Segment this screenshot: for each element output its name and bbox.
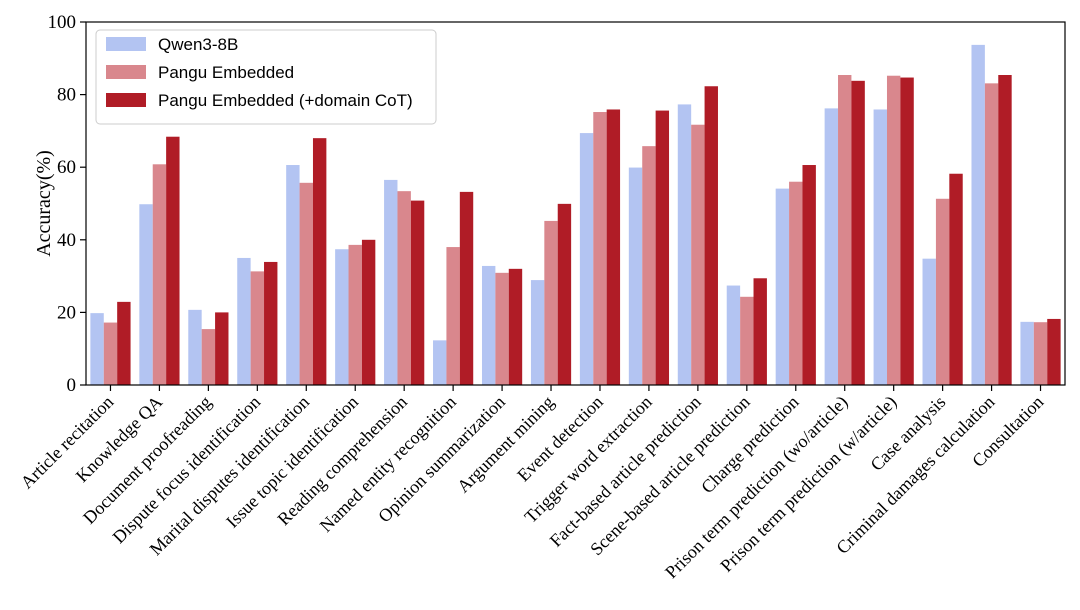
bar-1-10 [530,280,545,385]
bar-1-1 [90,313,104,385]
legend-label: Qwen3-8B [158,35,238,54]
y-tick-label: 60 [57,157,76,178]
bar-1-12 [628,167,643,385]
bars-group [90,44,1061,386]
y-axis: 0 20 40 60 80 100 [48,12,86,396]
bar-2-18 [935,198,950,385]
bar-1-4 [237,257,251,385]
bar-1-5 [286,165,300,385]
x-tick-label: Event detection [513,392,607,486]
bar-3-2 [166,136,180,385]
bar-3-20 [1047,318,1061,385]
bar-1-19 [971,44,985,386]
bar-2-3 [201,329,216,385]
bar-2-11 [593,112,607,386]
y-tick-label: 100 [48,12,77,33]
bar-2-17 [886,75,901,385]
bar-2-20 [1033,322,1048,385]
bar-1-13 [677,104,692,386]
legend-swatch [106,65,146,79]
bar-3-10 [557,203,572,385]
legend-box [95,29,437,125]
bar-3-11 [606,109,621,385]
bar-2-7 [397,191,411,385]
bar-3-16 [851,80,865,385]
bar-3-1 [117,301,131,385]
bar-1-8 [433,340,447,385]
bar-3-4 [264,261,278,385]
bar-2-6 [348,244,362,385]
bar-1-17 [873,109,887,385]
bar-3-17 [900,77,914,385]
bar-2-14 [740,296,754,385]
bar-3-19 [998,75,1012,385]
legend-swatch [106,93,146,107]
bar-3-5 [312,138,327,385]
bar-2-16 [838,75,852,385]
bar-2-19 [984,83,999,385]
bar-1-11 [579,133,594,385]
bar-3-13 [704,86,718,385]
bar-3-15 [802,165,816,385]
bar-1-20 [1020,321,1034,385]
plot-frame [85,21,1066,386]
bar-3-8 [459,191,474,385]
legend-swatch [106,37,146,51]
y-tick-label: 0 [67,375,77,396]
y-tick-label: 40 [57,230,76,251]
bar-3-12 [655,110,670,385]
y-tick-label: 80 [57,85,76,106]
y-tick-label: 20 [57,302,76,323]
bar-2-12 [642,146,656,385]
bar-1-6 [335,249,349,385]
legend: Qwen3-8B Pangu Embedded Pangu Embedded (+d… [95,29,437,125]
bar-2-4 [250,271,265,385]
bar-2-2 [152,164,167,385]
legend-label: Pangu Embedded (+domain CoT) [158,91,413,110]
bar-1-14 [726,285,741,385]
bar-2-15 [789,181,803,385]
bar-2-13 [691,124,705,385]
bar-2-9 [495,272,509,385]
bar-1-15 [775,188,790,385]
bar-3-3 [215,312,229,385]
bar-3-9 [508,268,523,385]
bar-2-10 [544,220,558,385]
bar-2-5 [299,182,313,385]
legend-label: Pangu Embedded [158,63,294,82]
bar-1-2 [139,204,153,385]
bar-1-3 [188,309,202,385]
bar-1-9 [481,265,496,385]
bar-2-1 [103,322,118,385]
bar-1-16 [824,108,839,385]
bar-1-7 [384,179,398,385]
x-tick-label: Knowledge QA [72,392,166,486]
bar-3-18 [949,173,963,385]
bar-3-14 [753,278,767,385]
bar-3-7 [410,200,425,385]
bar-2-8 [446,247,460,385]
bar-1-18 [922,258,936,385]
y-axis-label: Accuracy(%) [33,150,55,257]
bar-3-6 [361,239,376,385]
